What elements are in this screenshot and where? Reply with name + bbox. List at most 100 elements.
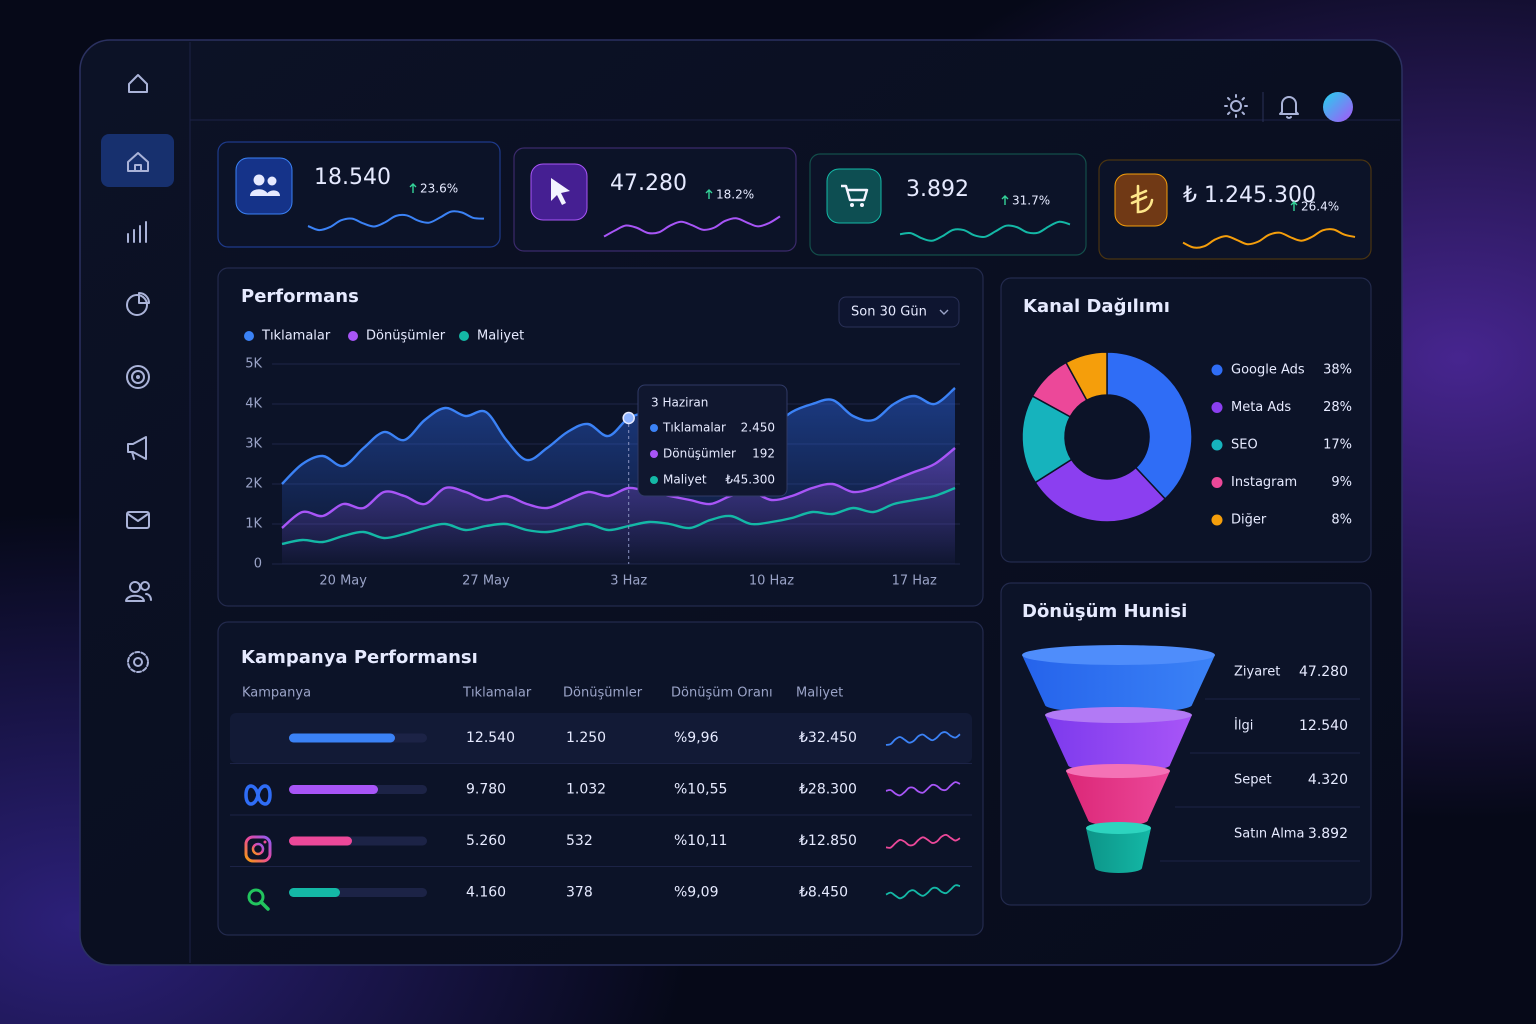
legend-value: 17%	[1323, 438, 1352, 453]
nav-goals[interactable]	[126, 365, 150, 389]
sidebar	[101, 74, 174, 673]
legend-label: Instagram	[1231, 475, 1297, 490]
pie-slice	[1065, 351, 1108, 402]
cart-icon	[841, 184, 869, 207]
series-area	[282, 448, 955, 564]
table-cell: 378	[566, 885, 593, 901]
funnel-value: 47.280	[1299, 664, 1348, 680]
funnel-stage	[1022, 655, 1215, 713]
legend-value: 8%	[1331, 513, 1352, 528]
chart-title: Performans	[241, 286, 359, 307]
dropdown-box	[838, 296, 960, 328]
nav-campaigns[interactable]	[127, 436, 147, 460]
kpi-sparkline	[1182, 228, 1356, 249]
pie-slice	[1034, 458, 1167, 523]
legend-marker	[1211, 402, 1223, 413]
row-sparkline	[885, 884, 961, 900]
meta-icon	[244, 784, 272, 806]
tooltip-name: Tıklamalar	[662, 421, 726, 435]
table-cell: 4.160	[466, 885, 506, 901]
funnel-value: 3.892	[1308, 826, 1348, 842]
kpi-change: 26.4%	[1301, 200, 1339, 214]
legend-label: Maliyet	[477, 329, 524, 344]
card	[217, 621, 984, 936]
table-cell: 1.250	[566, 730, 606, 746]
kpi-icons	[235, 157, 1168, 227]
nav-messages[interactable]	[126, 511, 150, 529]
x-tick-label: 3 Haz	[610, 574, 647, 589]
tooltip-value: 192	[752, 447, 775, 461]
card	[1000, 582, 1372, 906]
kpi-value: 47.280	[610, 171, 687, 196]
trend-up-arrow	[1001, 195, 1009, 205]
tooltip-marker	[650, 450, 658, 458]
nav-active-bg	[101, 134, 174, 187]
nav-dashboard[interactable]	[127, 152, 149, 172]
funnel-label: İlgi	[1234, 718, 1253, 734]
kpi-change: 18.2%	[716, 188, 754, 202]
legend-label: Google Ads	[1231, 363, 1305, 378]
funnel-stage-top	[1066, 764, 1170, 778]
tooltip-value: 2.450	[741, 421, 775, 435]
period-dropdown[interactable]: Son 30 Gün	[838, 296, 960, 328]
notifications[interactable]	[1279, 96, 1299, 119]
trend-up-arrow	[1290, 201, 1298, 211]
nav-audience[interactable]	[125, 581, 152, 602]
table-title: Kampanya Performansı	[241, 647, 478, 668]
instagram-icon	[244, 835, 272, 863]
table-cell: ₺8.450	[799, 885, 848, 901]
column-header: Kampanya	[242, 686, 311, 701]
table-cell: 5.260	[466, 833, 506, 849]
funnel-value: 12.540	[1299, 718, 1348, 734]
legend-marker	[348, 331, 358, 341]
x-tick-label: 10 Haz	[749, 574, 794, 589]
funnel-stage-top	[1086, 822, 1151, 834]
table-cell: %10,55	[674, 782, 727, 798]
table-cell: %9,96	[674, 730, 719, 746]
nav-reports[interactable]	[126, 292, 150, 316]
y-tick-label: 4K	[245, 397, 262, 412]
legend-marker	[1211, 477, 1223, 488]
kpi-change: 23.6%	[420, 182, 458, 196]
table-cell: 9.780	[466, 782, 506, 798]
column-header: Dönüşümler	[563, 686, 643, 701]
row-highlight	[230, 713, 972, 763]
funnel-stage-top	[1045, 707, 1192, 723]
users-icon	[250, 174, 280, 196]
x-tick-label: 17 Haz	[892, 574, 937, 589]
kpi-sparkline	[603, 215, 781, 238]
kpi-sparkline	[899, 220, 1071, 242]
tooltip-marker	[650, 476, 658, 484]
y-tick-label: 3K	[245, 437, 262, 452]
legend-marker	[1211, 439, 1223, 451]
nav-analytics[interactable]	[127, 221, 147, 243]
user-avatar[interactable]	[1323, 92, 1353, 122]
table-cell: ₺28.300	[799, 782, 857, 798]
column-header: Dönüşüm Oranı	[671, 686, 773, 701]
series-line	[281, 447, 956, 529]
cursor-icon	[551, 178, 570, 205]
legend-label: Meta Ads	[1231, 400, 1291, 415]
currency-icon	[1130, 184, 1154, 214]
legend-label: Diğer	[1231, 513, 1267, 528]
theme-toggle[interactable]	[1224, 94, 1248, 118]
table-cell: ₺12.850	[799, 833, 857, 849]
nav-home[interactable]	[128, 74, 148, 93]
legend-value: 38%	[1323, 363, 1352, 378]
funnel-label: Satın Alma	[1234, 827, 1304, 842]
legend-value: 9%	[1331, 475, 1352, 490]
x-tick-label: 20 May	[319, 574, 367, 589]
legend-marker	[459, 331, 469, 341]
column-header: Tıklamalar	[462, 686, 532, 701]
funnel-stage	[1045, 715, 1192, 772]
legend-value: 28%	[1323, 400, 1352, 415]
progress-fill	[289, 733, 395, 743]
nav-settings[interactable]	[127, 651, 149, 673]
hover-point	[622, 411, 635, 425]
funnel-title: Dönüşüm Hunisi	[1022, 601, 1187, 622]
row-sparkline	[885, 781, 961, 797]
table-cell: %9,09	[674, 885, 718, 901]
chart-title: Kanal Dağılımı	[1023, 296, 1170, 317]
trend-up-arrow	[705, 189, 713, 199]
